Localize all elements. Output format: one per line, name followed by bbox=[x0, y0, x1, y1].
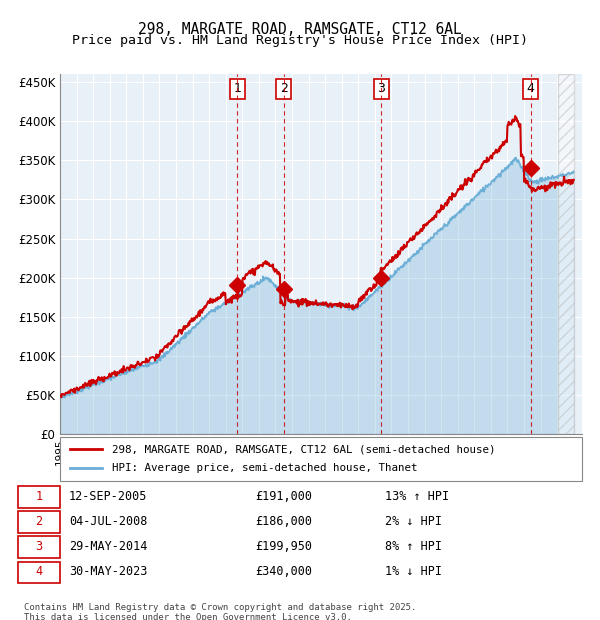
Text: HPI: Average price, semi-detached house, Thanet: HPI: Average price, semi-detached house,… bbox=[112, 463, 418, 473]
Text: 4: 4 bbox=[35, 565, 43, 578]
FancyBboxPatch shape bbox=[18, 511, 60, 533]
Text: 3: 3 bbox=[35, 540, 43, 553]
Text: £191,000: £191,000 bbox=[255, 490, 312, 503]
Text: 298, MARGATE ROAD, RAMSGATE, CT12 6AL (semi-detached house): 298, MARGATE ROAD, RAMSGATE, CT12 6AL (s… bbox=[112, 445, 496, 454]
Text: 1: 1 bbox=[233, 82, 241, 95]
FancyBboxPatch shape bbox=[60, 437, 582, 480]
Text: 3: 3 bbox=[377, 82, 385, 95]
Text: £199,950: £199,950 bbox=[255, 540, 312, 553]
Text: 12-SEP-2005: 12-SEP-2005 bbox=[69, 490, 147, 503]
Text: 2: 2 bbox=[35, 515, 43, 528]
Text: 1: 1 bbox=[35, 490, 43, 503]
Text: 04-JUL-2008: 04-JUL-2008 bbox=[69, 515, 147, 528]
FancyBboxPatch shape bbox=[18, 486, 60, 508]
Text: 1% ↓ HPI: 1% ↓ HPI bbox=[385, 565, 442, 578]
Text: 29-MAY-2014: 29-MAY-2014 bbox=[69, 540, 147, 553]
Text: £186,000: £186,000 bbox=[255, 515, 312, 528]
Text: 8% ↑ HPI: 8% ↑ HPI bbox=[385, 540, 442, 553]
FancyBboxPatch shape bbox=[18, 536, 60, 558]
FancyBboxPatch shape bbox=[18, 562, 60, 583]
Text: 298, MARGATE ROAD, RAMSGATE, CT12 6AL: 298, MARGATE ROAD, RAMSGATE, CT12 6AL bbox=[138, 22, 462, 37]
Text: 13% ↑ HPI: 13% ↑ HPI bbox=[385, 490, 449, 503]
Text: 2% ↓ HPI: 2% ↓ HPI bbox=[385, 515, 442, 528]
Text: 2: 2 bbox=[280, 82, 287, 95]
Text: Contains HM Land Registry data © Crown copyright and database right 2025.
This d: Contains HM Land Registry data © Crown c… bbox=[24, 603, 416, 620]
Text: 30-MAY-2023: 30-MAY-2023 bbox=[69, 565, 147, 578]
Text: £340,000: £340,000 bbox=[255, 565, 312, 578]
Text: Price paid vs. HM Land Registry's House Price Index (HPI): Price paid vs. HM Land Registry's House … bbox=[72, 34, 528, 47]
Text: 4: 4 bbox=[527, 82, 535, 95]
